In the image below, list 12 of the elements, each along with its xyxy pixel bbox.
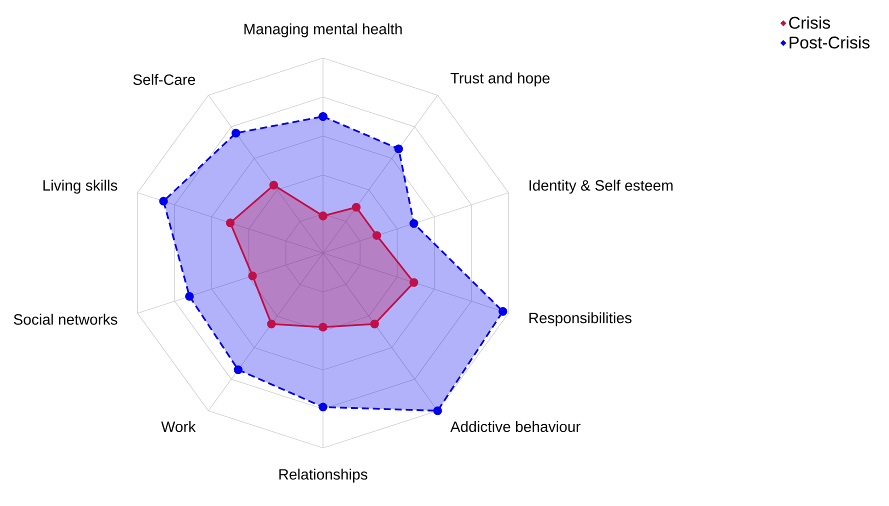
spoke-label: Relationships <box>279 468 368 483</box>
legend-label: Crisis <box>789 16 830 29</box>
spoke-label: Responsibilities <box>529 312 632 326</box>
spoke-label: Self-Care <box>133 74 196 85</box>
spoke-label: Living skills <box>43 180 118 194</box>
spoke-label: Addictive behaviour <box>450 421 580 432</box>
spoke-label: Identity & Self esteem <box>530 180 673 194</box>
spoke-label: Trust and hope <box>450 72 550 86</box>
legend-label: Post-Crisis <box>790 36 870 49</box>
spoke-label: Social networks <box>14 314 118 325</box>
spoke-label: Managing mental health <box>244 23 402 38</box>
spoke-label: Work <box>161 421 196 432</box>
